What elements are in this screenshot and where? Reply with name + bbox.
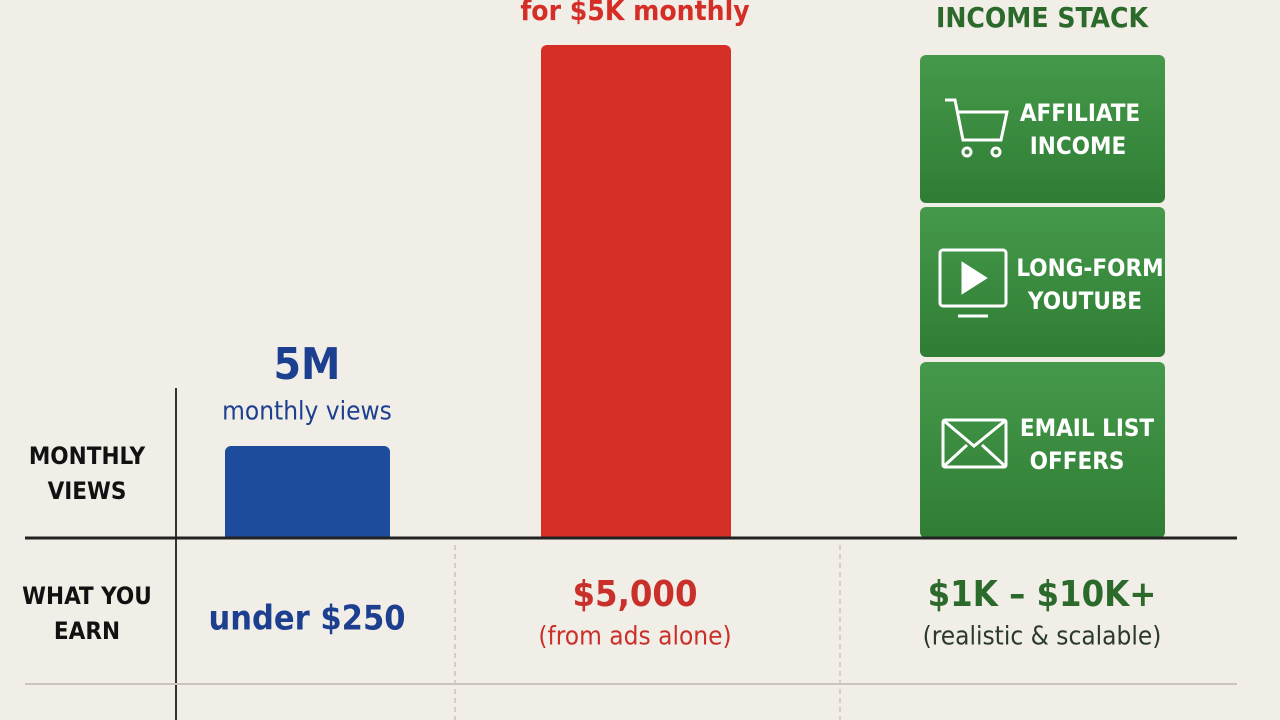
stack-label: OFFERS <box>1030 447 1125 475</box>
cell-main: under $250 <box>208 599 405 639</box>
video-icon <box>938 248 1008 318</box>
views-bar <box>225 446 390 538</box>
views-big: 5M <box>274 339 341 390</box>
stack-label: LONG-FORM <box>1016 254 1163 282</box>
stack-label: EMAIL LIST <box>1020 414 1155 442</box>
target-bar <box>541 45 731 538</box>
row-label: EARN <box>54 617 120 645</box>
views-caption: monthly views <box>222 397 392 427</box>
stack-label: AFFILIATE <box>1020 99 1140 127</box>
stack-box <box>920 55 1165 203</box>
mail-icon <box>941 418 1008 469</box>
stack-label: INCOME <box>1030 132 1127 160</box>
cell-main: $1K – $10K+ <box>928 574 1157 615</box>
headline: for $5K monthly <box>520 0 749 27</box>
cell-main: $5,000 <box>573 574 698 615</box>
stack-label: YOUTUBE <box>1027 287 1142 315</box>
stack-box <box>920 207 1165 357</box>
cart-icon <box>945 98 1009 158</box>
stack-box <box>920 362 1165 538</box>
cell-note: (realistic & scalable) <box>923 622 1162 652</box>
stack-title: INCOME STACK <box>936 1 1150 34</box>
row-label: VIEWS <box>48 477 127 505</box>
row-label: MONTHLY <box>29 442 146 470</box>
row-label: WHAT YOU <box>22 582 152 610</box>
cell-note: (from ads alone) <box>538 622 731 652</box>
